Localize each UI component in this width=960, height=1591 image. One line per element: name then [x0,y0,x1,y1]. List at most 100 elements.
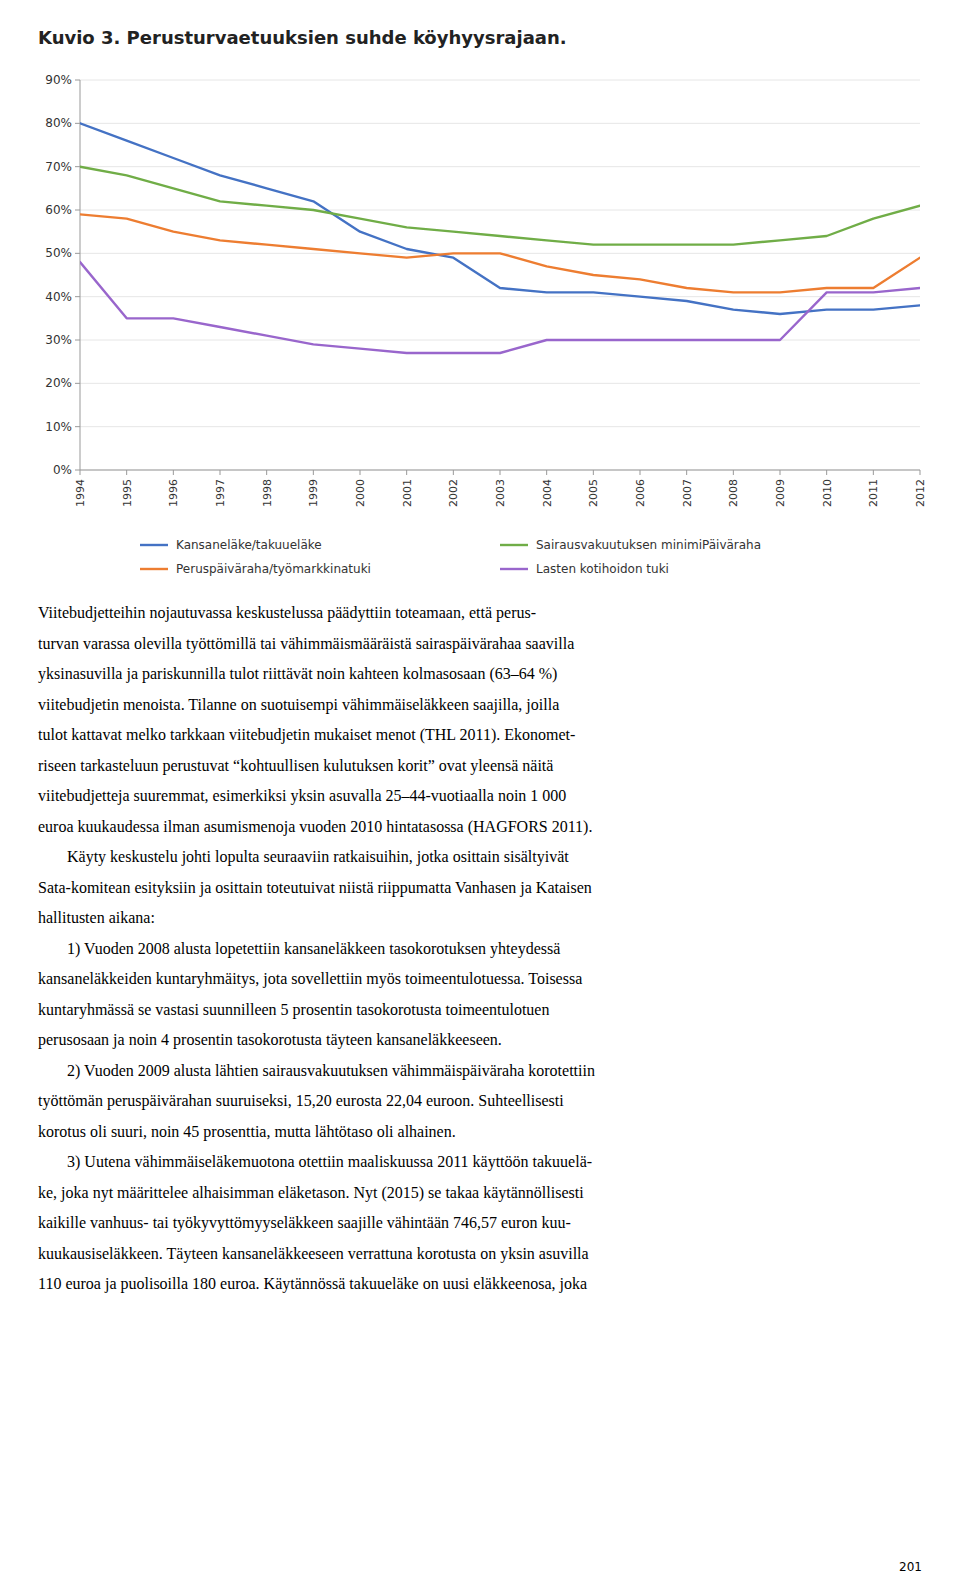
grid-line [80,80,920,81]
x-tick [500,470,501,475]
legend-label: Lasten kotihoidon tuki [536,562,669,576]
legend-swatch [140,544,168,546]
x-tick [313,470,314,475]
body-line: Viitebudjetteihin nojautuvassa keskustel… [38,604,536,622]
body-line: 1) Vuoden 2008 alusta lopetettiin kansan… [67,940,560,958]
x-axis [80,470,920,471]
grid-line [80,470,920,471]
legend-swatch [500,544,528,546]
x-tick [780,470,781,475]
x-tick [920,470,921,475]
body-line: korotus oli suuri, noin 45 prosenttia, m… [38,1123,456,1141]
legend-label: Sairausvakuutuksen minimiPäiväraha [536,538,761,552]
x-tick-label: 2011 [867,479,880,507]
legend-swatch [500,568,528,570]
body-line: Käyty keskustelu johti lopulta seuraavii… [67,848,569,866]
x-tick [546,470,547,475]
series-line [80,123,920,314]
y-tick [75,470,80,471]
x-tick [220,470,221,475]
grid-line [80,340,920,341]
page-number: 201 [899,1560,922,1574]
y-tick [75,296,80,297]
y-tick [75,383,80,384]
grid-line [80,296,920,297]
body-line: tulot kattavat melko tarkkaan viitebudje… [38,726,575,744]
x-tick [686,470,687,475]
x-tick-label: 2004 [541,479,554,507]
body-line: riseen tarkasteluun perustuvat “kohtuull… [38,757,553,775]
body-line: yksinasuvilla ja pariskunnilla tulot rii… [38,665,557,683]
body-line: hallitusten aikana: [38,909,155,926]
grid-line [80,166,920,167]
legend-label: Peruspäiväraha/työmarkkinatuki [176,562,371,576]
y-tick-label: 80% [45,116,72,130]
x-tick-label: 2001 [401,479,414,507]
y-tick-label: 0% [53,463,72,477]
y-tick-label: 70% [45,160,72,174]
legend: Kansaneläke/takuueläke Sairausvakuutuksen… [140,538,761,576]
y-tick-label: 50% [45,246,72,260]
series-line [80,262,920,353]
x-tick-label: 2005 [587,479,600,507]
y-tick [75,426,80,427]
series-line [80,214,920,292]
x-tick-label: 1998 [261,479,274,507]
x-tick-label: 1999 [307,479,320,507]
y-tick-label: 90% [45,73,72,87]
x-tick [733,470,734,475]
body-line: viitebudjetin menoista. Tilanne on suotu… [38,696,559,714]
x-tick [406,470,407,475]
x-tick-label: 2006 [634,479,647,507]
body-line: Sata-komitean esityksiin ja osittain tot… [38,879,592,897]
y-tick [75,80,80,81]
x-tick [80,470,81,475]
x-tick [266,470,267,475]
x-tick-label: 1996 [167,479,180,507]
x-tick-label: 2009 [774,479,787,507]
x-tick [826,470,827,475]
x-tick-label: 1995 [121,479,134,507]
lines [80,123,920,353]
x-tick-label: 2008 [727,479,740,507]
body-line: viitebudjetteja suuremmat, esimerkiksi y… [38,787,566,805]
y-tick-label: 20% [45,376,72,390]
body-text: Viitebudjetteihin nojautuvassa keskustel… [38,604,595,1293]
series-line [80,167,920,245]
grid-line [80,383,920,384]
grid-line [80,210,920,211]
y-axis [80,80,81,470]
x-tick-label: 2003 [494,479,507,507]
x-tick-label: 1994 [74,479,87,507]
grid-line [80,123,920,124]
y-tick [75,166,80,167]
body-line: 110 euroa ja puolisoilla 180 euroa. Käyt… [38,1275,587,1293]
x-tick-label: 1997 [214,479,227,507]
body-line: työttömän peruspäivärahan suuruiseksi, 1… [38,1092,564,1110]
y-tick [75,123,80,124]
y-tick [75,210,80,211]
body-line: kaikille vanhuus- tai työkyvyttömyyseläk… [38,1214,571,1232]
body-line: kuukausiseläkkeen. Täyteen kansaneläkkee… [38,1245,589,1263]
grid [80,80,920,470]
y-tick-label: 30% [45,333,72,347]
x-tick [126,470,127,475]
body-line: ke, joka nyt määrittelee alhaisimman elä… [38,1184,584,1202]
body-line: kuntaryhmässä se vastasi suunnilleen 5 p… [38,1001,549,1019]
body-line: kansaneläkkeiden kuntaryhmäitys, jota so… [38,970,582,988]
body-line: 2) Vuoden 2009 alusta lähtien sairausvak… [67,1062,595,1080]
y-tick [75,253,80,254]
x-tick [593,470,594,475]
x-tick [640,470,641,475]
legend-label: Kansaneläke/takuueläke [176,538,322,552]
x-tick-label: 2007 [681,479,694,507]
grid-line [80,426,920,427]
legend-swatch [140,568,168,570]
body-line: euroa kuukaudessa ilman asumismenoja vuo… [38,818,592,836]
y-tick-label: 60% [45,203,72,217]
body-line: turvan varassa olevilla työttömillä tai … [38,635,574,653]
x-tick [453,470,454,475]
y-tick-label: 10% [45,420,72,434]
x-tick [173,470,174,475]
title: Kuvio 3. Perusturvaetuuksien suhde köyhy… [38,27,567,48]
